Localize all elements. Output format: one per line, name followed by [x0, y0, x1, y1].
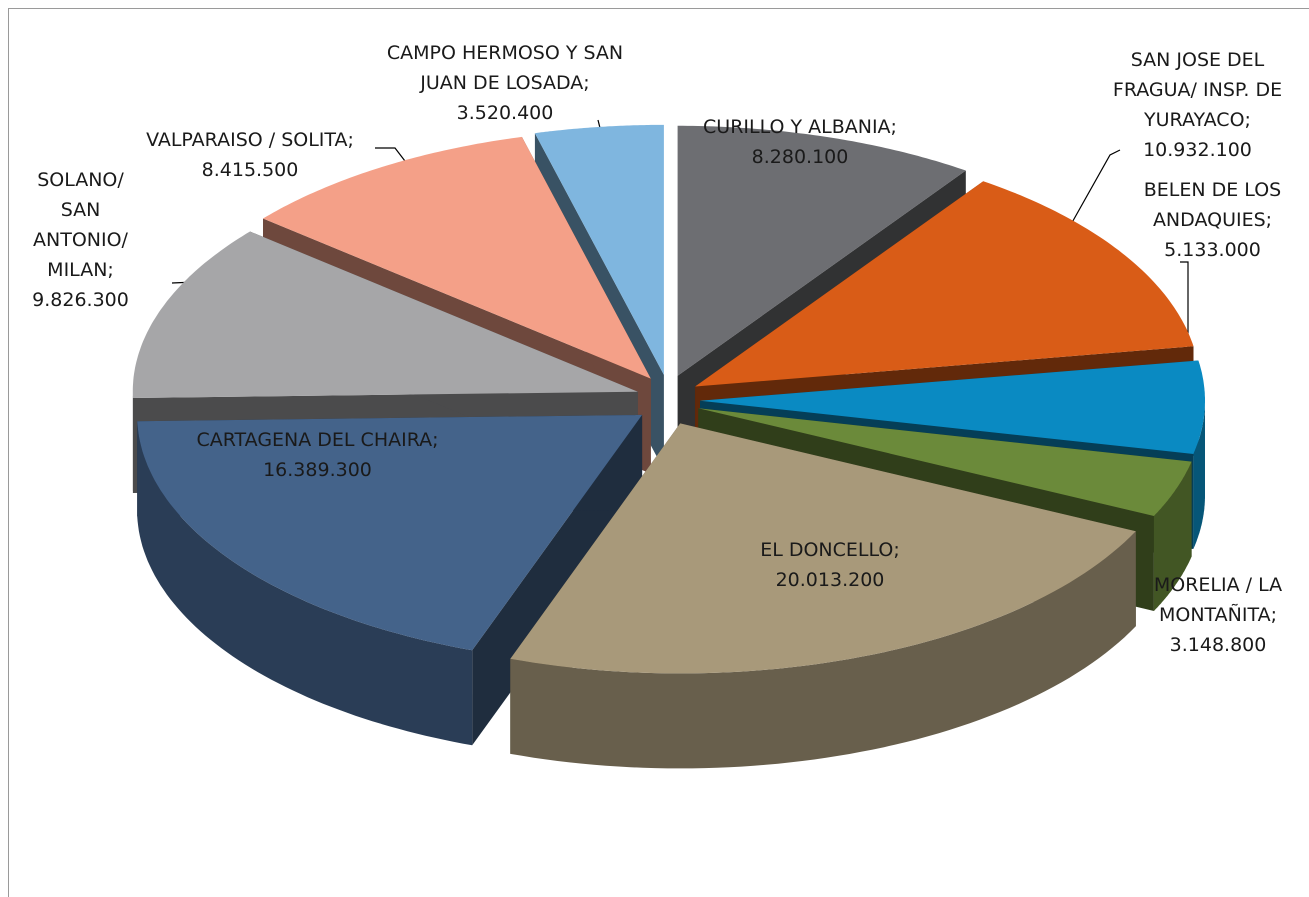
- slice: [132, 231, 638, 398]
- slice: [263, 136, 651, 379]
- slice: [510, 423, 1136, 674]
- leader-line: [1180, 261, 1189, 360]
- label-value: 9.826.300: [32, 289, 129, 311]
- label-value: 8.415.500: [201, 159, 299, 181]
- label-value: 20.013.200: [775, 569, 885, 591]
- slice: [137, 414, 643, 651]
- data-label: MORELIA / LA MONTAÑITA; 3.148.800: [1133, 570, 1303, 660]
- data-label: CAMPO HERMOSO Y SAN JUAN DE LOSADA; 3.52…: [375, 38, 635, 128]
- label-category: CAMPO HERMOSO Y SAN JUAN DE LOSADA;: [386, 42, 624, 94]
- data-label: SAN JOSE DEL FRAGUA/ INSP. DE YURAYACO; …: [1090, 45, 1305, 165]
- label-value: 16.389.300: [263, 459, 372, 481]
- label-value: 8.280.100: [751, 146, 849, 168]
- pie: [132, 124, 1205, 769]
- data-label: CURILLO Y ALBANIA; 8.280.100: [680, 112, 920, 172]
- chart-frame: [8, 8, 1309, 897]
- label-category: SOLANO/ SAN ANTONIO/ MILAN;: [33, 169, 128, 281]
- slice: [700, 360, 1205, 454]
- data-label: BELEN DE LOS ANDAQUIES; 5.133.000: [1130, 175, 1295, 265]
- data-label: VALPARAISO / SOLITA; 8.415.500: [135, 125, 365, 185]
- label-value: 10.932.100: [1143, 139, 1252, 161]
- slice-side: [1153, 461, 1192, 611]
- slice-side: [137, 421, 473, 746]
- label-category: BELEN DE LOS ANDAQUIES;: [1143, 179, 1282, 231]
- data-label: SOLANO/ SAN ANTONIO/ MILAN; 9.826.300: [18, 165, 143, 315]
- label-category: VALPARAISO / SOLITA;: [146, 129, 354, 151]
- slice: [698, 408, 1192, 516]
- data-label: CARTAGENA DEL CHAIRA; 16.389.300: [190, 425, 445, 485]
- label-category: CARTAGENA DEL CHAIRA;: [196, 429, 439, 451]
- leader-line: [1064, 149, 1121, 236]
- slice: [695, 181, 1194, 387]
- slice: [677, 125, 966, 376]
- label-value: 3.520.400: [456, 102, 554, 124]
- slice-side: [510, 531, 1136, 769]
- data-label: EL DONCELLO; 20.013.200: [730, 535, 930, 595]
- label-value: 3.148.800: [1169, 634, 1267, 656]
- label-category: MORELIA / LA MONTAÑITA;: [1153, 574, 1283, 626]
- label-category: EL DONCELLO;: [760, 539, 900, 561]
- slice: [534, 124, 664, 375]
- label-value: 5.133.000: [1164, 239, 1261, 261]
- slice-side: [1193, 400, 1205, 549]
- label-category: SAN JOSE DEL FRAGUA/ INSP. DE YURAYACO;: [1112, 49, 1283, 131]
- label-category: CURILLO Y ALBANIA;: [703, 116, 897, 138]
